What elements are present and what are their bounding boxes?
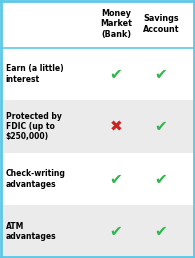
Text: ✔: ✔	[154, 67, 167, 82]
Text: Check-writing
advantages: Check-writing advantages	[6, 170, 66, 189]
Text: Earn (a little)
interest: Earn (a little) interest	[6, 64, 64, 84]
Bar	[1, 100, 194, 153]
Text: Money
Market
(Bank): Money Market (Bank)	[100, 9, 132, 39]
Text: Savings
Account: Savings Account	[143, 14, 179, 34]
Text: Protected by
FDIC (up to
$250,000): Protected by FDIC (up to $250,000)	[6, 112, 62, 141]
Text: ✔: ✔	[110, 224, 122, 239]
Text: ✔: ✔	[154, 119, 167, 134]
Text: ✔: ✔	[110, 172, 122, 187]
Bar	[1, 205, 194, 258]
Text: ✔: ✔	[154, 224, 167, 239]
Text: ✔: ✔	[110, 67, 122, 82]
Text: ✔: ✔	[154, 172, 167, 187]
Text: ✖: ✖	[110, 119, 122, 134]
Text: ATM
advantages: ATM advantages	[6, 222, 57, 241]
